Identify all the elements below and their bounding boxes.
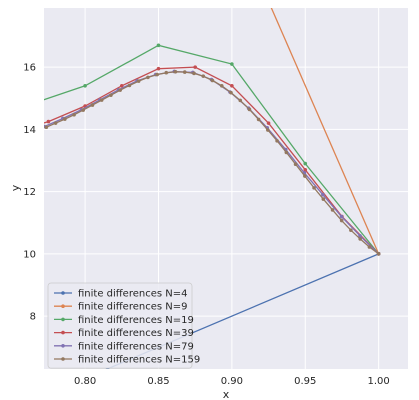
legend-marker bbox=[61, 304, 65, 309]
data-point bbox=[256, 117, 261, 122]
data-point bbox=[303, 174, 307, 178]
data-point bbox=[10, 109, 14, 113]
data-point bbox=[321, 192, 325, 197]
y-tick-label: 10 bbox=[23, 249, 36, 260]
data-point bbox=[238, 98, 243, 103]
data-point bbox=[376, 252, 381, 256]
x-tick-label: 0.90 bbox=[221, 376, 243, 387]
data-point bbox=[109, 93, 113, 97]
data-point bbox=[156, 43, 161, 48]
data-point bbox=[156, 66, 161, 71]
data-point bbox=[275, 139, 279, 143]
legend-marker bbox=[61, 330, 65, 335]
data-point bbox=[127, 83, 132, 88]
data-point bbox=[230, 62, 234, 66]
data-point bbox=[201, 74, 206, 78]
data-point bbox=[358, 234, 362, 238]
y-tick-label: 14 bbox=[23, 125, 36, 136]
data-point bbox=[44, 125, 49, 129]
y-tick-label: 16 bbox=[23, 63, 36, 74]
legend-label: finite differences N=4 bbox=[78, 289, 187, 300]
x-axis-label: x bbox=[223, 388, 230, 400]
data-point bbox=[53, 121, 58, 125]
legend: finite differences N=4 finite differences… bbox=[47, 282, 200, 369]
series-5 bbox=[44, 69, 381, 256]
data-point bbox=[72, 112, 76, 117]
legend-label: finite differences N=79 bbox=[78, 341, 194, 352]
legend-label: finite differences N=159 bbox=[78, 355, 200, 366]
data-point bbox=[247, 107, 252, 112]
data-point bbox=[119, 84, 124, 88]
legend-frame bbox=[47, 282, 193, 369]
series-line bbox=[270, 8, 380, 255]
x-tick-label: 0.95 bbox=[294, 376, 316, 387]
x-tick-label: 0.80 bbox=[74, 376, 96, 387]
data-point bbox=[339, 214, 344, 219]
series-layer bbox=[10, 8, 381, 369]
legend-label: finite differences N=9 bbox=[78, 302, 187, 313]
data-point bbox=[330, 208, 335, 212]
data-point bbox=[90, 103, 95, 107]
legend-marker bbox=[61, 357, 65, 361]
legend-marker bbox=[61, 317, 65, 322]
data-point bbox=[266, 121, 271, 125]
data-point bbox=[10, 131, 14, 135]
data-point bbox=[266, 128, 270, 132]
data-point bbox=[312, 186, 316, 190]
data-point bbox=[182, 70, 187, 74]
legend-label: finite differences N=19 bbox=[78, 315, 194, 326]
x-tick-label: 0.85 bbox=[147, 376, 169, 387]
data-point bbox=[136, 79, 141, 83]
data-point bbox=[81, 108, 85, 112]
series-3 bbox=[10, 65, 381, 256]
legend-label: finite differences N=39 bbox=[78, 328, 194, 339]
data-point bbox=[284, 150, 289, 155]
data-point bbox=[358, 237, 362, 241]
data-point bbox=[210, 78, 215, 83]
data-point bbox=[146, 75, 150, 80]
data-point bbox=[339, 218, 344, 223]
data-point bbox=[192, 71, 196, 76]
data-point bbox=[229, 90, 233, 95]
data-point bbox=[367, 245, 372, 249]
series-line bbox=[105, 253, 379, 369]
data-point bbox=[164, 70, 169, 75]
data-point bbox=[349, 228, 353, 233]
legend-marker bbox=[61, 291, 65, 295]
data-point bbox=[303, 168, 308, 172]
data-point bbox=[118, 88, 122, 92]
y-tick-label: 8 bbox=[30, 312, 36, 323]
data-point bbox=[173, 69, 178, 74]
y-tick-label: 12 bbox=[23, 187, 36, 198]
data-point bbox=[193, 65, 197, 69]
series-line bbox=[44, 44, 380, 255]
data-point bbox=[303, 161, 308, 166]
data-point bbox=[99, 98, 104, 102]
data-point bbox=[293, 162, 298, 167]
data-point bbox=[321, 197, 326, 201]
x-tick-label: 1.00 bbox=[368, 376, 390, 387]
data-point bbox=[46, 119, 51, 124]
data-point bbox=[63, 117, 67, 121]
data-point bbox=[83, 84, 87, 88]
data-point bbox=[155, 72, 159, 77]
legend-marker bbox=[61, 344, 65, 348]
tick-labels: 0.80 0.85 0.90 0.95 1.00 8 10 12 14 16 bbox=[23, 63, 390, 387]
data-point bbox=[230, 84, 234, 88]
data-point bbox=[219, 84, 224, 88]
grid-lines bbox=[44, 8, 408, 369]
y-axis-label: y bbox=[9, 184, 22, 191]
